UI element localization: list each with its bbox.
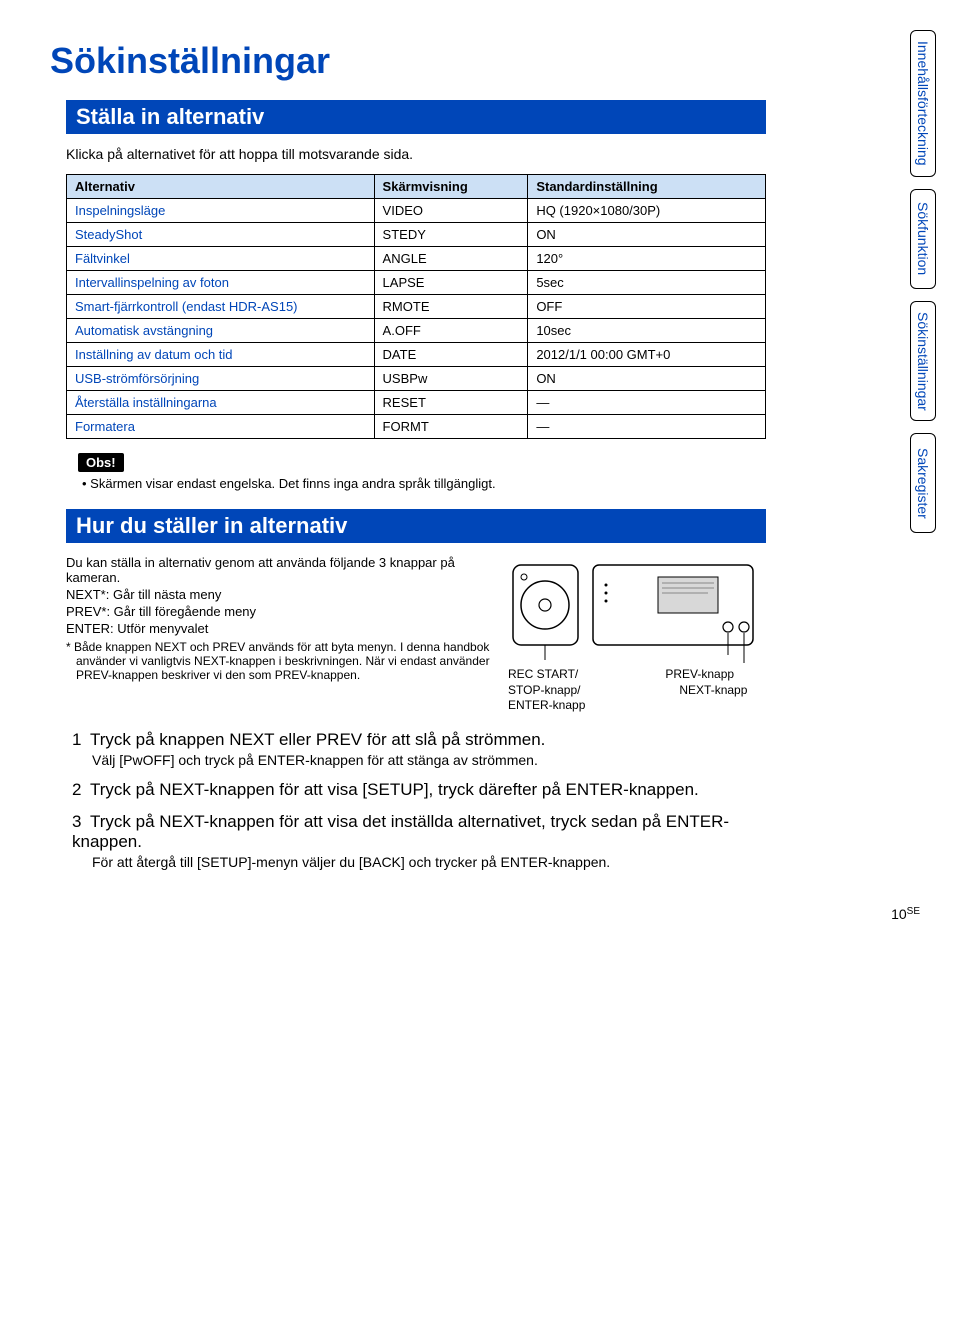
label-rec-1: STOP-knapp/ bbox=[508, 683, 585, 699]
table-cell[interactable]: USB-strömförsörjning bbox=[67, 367, 375, 391]
options-table: Alternativ Skärmvisning Standardinställn… bbox=[66, 174, 766, 439]
table-row: Smart-fjärrkontroll (endast HDR-AS15)RMO… bbox=[67, 295, 766, 319]
page-suffix: SE bbox=[907, 906, 920, 917]
page-footer: 10SE bbox=[891, 906, 920, 922]
table-cell[interactable]: SteadyShot bbox=[67, 223, 375, 247]
sidebar-tabs: Innehållsförteckning Sökfunktion Sökinst… bbox=[910, 30, 936, 533]
diagram-label-rec: REC START/ STOP-knapp/ ENTER-knapp bbox=[508, 667, 585, 714]
table-cell: OFF bbox=[528, 295, 766, 319]
sidebar-tab-toc[interactable]: Innehållsförteckning bbox=[910, 30, 936, 177]
table-cell: 5sec bbox=[528, 271, 766, 295]
table-row: USB-strömförsörjningUSBPwON bbox=[67, 367, 766, 391]
label-rec-0: REC START/ bbox=[508, 667, 585, 683]
table-cell: DATE bbox=[374, 343, 528, 367]
table-header-row: Alternativ Skärmvisning Standardinställn… bbox=[67, 175, 766, 199]
th-alternativ: Alternativ bbox=[67, 175, 375, 199]
table-cell: VIDEO bbox=[374, 199, 528, 223]
sidebar-tab-search[interactable]: Sökfunktion bbox=[910, 189, 936, 289]
obs-box: Obs! Skärmen visar endast engelska. Det … bbox=[78, 453, 770, 491]
intro-text: Klicka på alternativet för att hoppa til… bbox=[66, 146, 770, 162]
table-cell[interactable]: Fältvinkel bbox=[67, 247, 375, 271]
label-rec-2: ENTER-knapp bbox=[508, 698, 585, 714]
table-row: SteadyShotSTEDYON bbox=[67, 223, 766, 247]
table-cell: LAPSE bbox=[374, 271, 528, 295]
table-row: InspelningslägeVIDEOHQ (1920×1080/30P) bbox=[67, 199, 766, 223]
how-line-3: ENTER: Utför menyvalet bbox=[66, 621, 496, 636]
obs-text: Skärmen visar endast engelska. Det finns… bbox=[82, 476, 770, 491]
diagram-label-prev: PREV-knapp bbox=[665, 667, 747, 683]
table-cell: 2012/1/1 00:00 GMT+0 bbox=[528, 343, 766, 367]
table-cell: ON bbox=[528, 223, 766, 247]
section-header-set-options: Ställa in alternativ bbox=[66, 100, 766, 134]
table-cell: ANGLE bbox=[374, 247, 528, 271]
th-skarmvisning: Skärmvisning bbox=[374, 175, 528, 199]
step-sub: För att återgå till [SETUP]-menyn väljer… bbox=[92, 854, 770, 870]
table-cell: RMOTE bbox=[374, 295, 528, 319]
how-note: * Både knappen NEXT och PREV används för… bbox=[66, 640, 496, 682]
th-standard: Standardinställning bbox=[528, 175, 766, 199]
section-header-how-to: Hur du ställer in alternativ bbox=[66, 509, 766, 543]
how-line-1: NEXT*: Går till nästa meny bbox=[66, 587, 496, 602]
table-cell[interactable]: Smart-fjärrkontroll (endast HDR-AS15) bbox=[67, 295, 375, 319]
step: 3Tryck på NEXT-knappen för att visa det … bbox=[72, 812, 770, 870]
table-cell: ON bbox=[528, 367, 766, 391]
table-cell: RESET bbox=[374, 391, 528, 415]
table-row: FormateraFORMT— bbox=[67, 415, 766, 439]
table-row: FältvinkelANGLE120° bbox=[67, 247, 766, 271]
table-cell: USBPw bbox=[374, 367, 528, 391]
table-row: Återställa inställningarnaRESET— bbox=[67, 391, 766, 415]
table-row: Inställning av datum och tidDATE2012/1/1… bbox=[67, 343, 766, 367]
table-cell: HQ (1920×1080/30P) bbox=[528, 199, 766, 223]
step: 2Tryck på NEXT-knappen för att visa [SET… bbox=[72, 780, 770, 800]
table-cell: — bbox=[528, 391, 766, 415]
table-cell[interactable]: Inställning av datum och tid bbox=[67, 343, 375, 367]
how-line-2: PREV*: Går till föregående meny bbox=[66, 604, 496, 619]
step-head: 3Tryck på NEXT-knappen för att visa det … bbox=[72, 812, 770, 852]
sidebar-tab-settings[interactable]: Sökinställningar bbox=[910, 301, 936, 422]
table-cell[interactable]: Formatera bbox=[67, 415, 375, 439]
how-line-0: Du kan ställa in alternativ genom att an… bbox=[66, 555, 496, 585]
page-title: Sökinställningar bbox=[50, 40, 770, 82]
table-cell[interactable]: Intervallinspelning av foton bbox=[67, 271, 375, 295]
table-cell[interactable]: Återställa inställningarna bbox=[67, 391, 375, 415]
step: 1Tryck på knappen NEXT eller PREV för at… bbox=[72, 730, 770, 768]
table-cell: STEDY bbox=[374, 223, 528, 247]
table-cell: 10sec bbox=[528, 319, 766, 343]
step-head: 2Tryck på NEXT-knappen för att visa [SET… bbox=[72, 780, 770, 800]
diagram-label-next: NEXT-knapp bbox=[679, 683, 747, 699]
table-cell: FORMT bbox=[374, 415, 528, 439]
table-cell: — bbox=[528, 415, 766, 439]
page-number: 10 bbox=[891, 906, 907, 922]
table-cell[interactable]: Inspelningsläge bbox=[67, 199, 375, 223]
table-row: Automatisk avstängningA.OFF10sec bbox=[67, 319, 766, 343]
steps-list: 1Tryck på knappen NEXT eller PREV för at… bbox=[72, 730, 770, 870]
table-row: Intervallinspelning av fotonLAPSE5sec bbox=[67, 271, 766, 295]
obs-label: Obs! bbox=[78, 453, 124, 472]
table-cell: 120° bbox=[528, 247, 766, 271]
table-cell[interactable]: Automatisk avstängning bbox=[67, 319, 375, 343]
table-cell: A.OFF bbox=[374, 319, 528, 343]
how-to-text: Du kan ställa in alternativ genom att an… bbox=[66, 555, 496, 684]
step-head: 1Tryck på knappen NEXT eller PREV för at… bbox=[72, 730, 770, 750]
camera-diagram: REC START/ STOP-knapp/ ENTER-knapp PREV-… bbox=[508, 555, 768, 714]
sidebar-tab-index[interactable]: Sakregister bbox=[910, 433, 936, 533]
step-sub: Välj [PwOFF] och tryck på ENTER-knappen … bbox=[92, 752, 770, 768]
